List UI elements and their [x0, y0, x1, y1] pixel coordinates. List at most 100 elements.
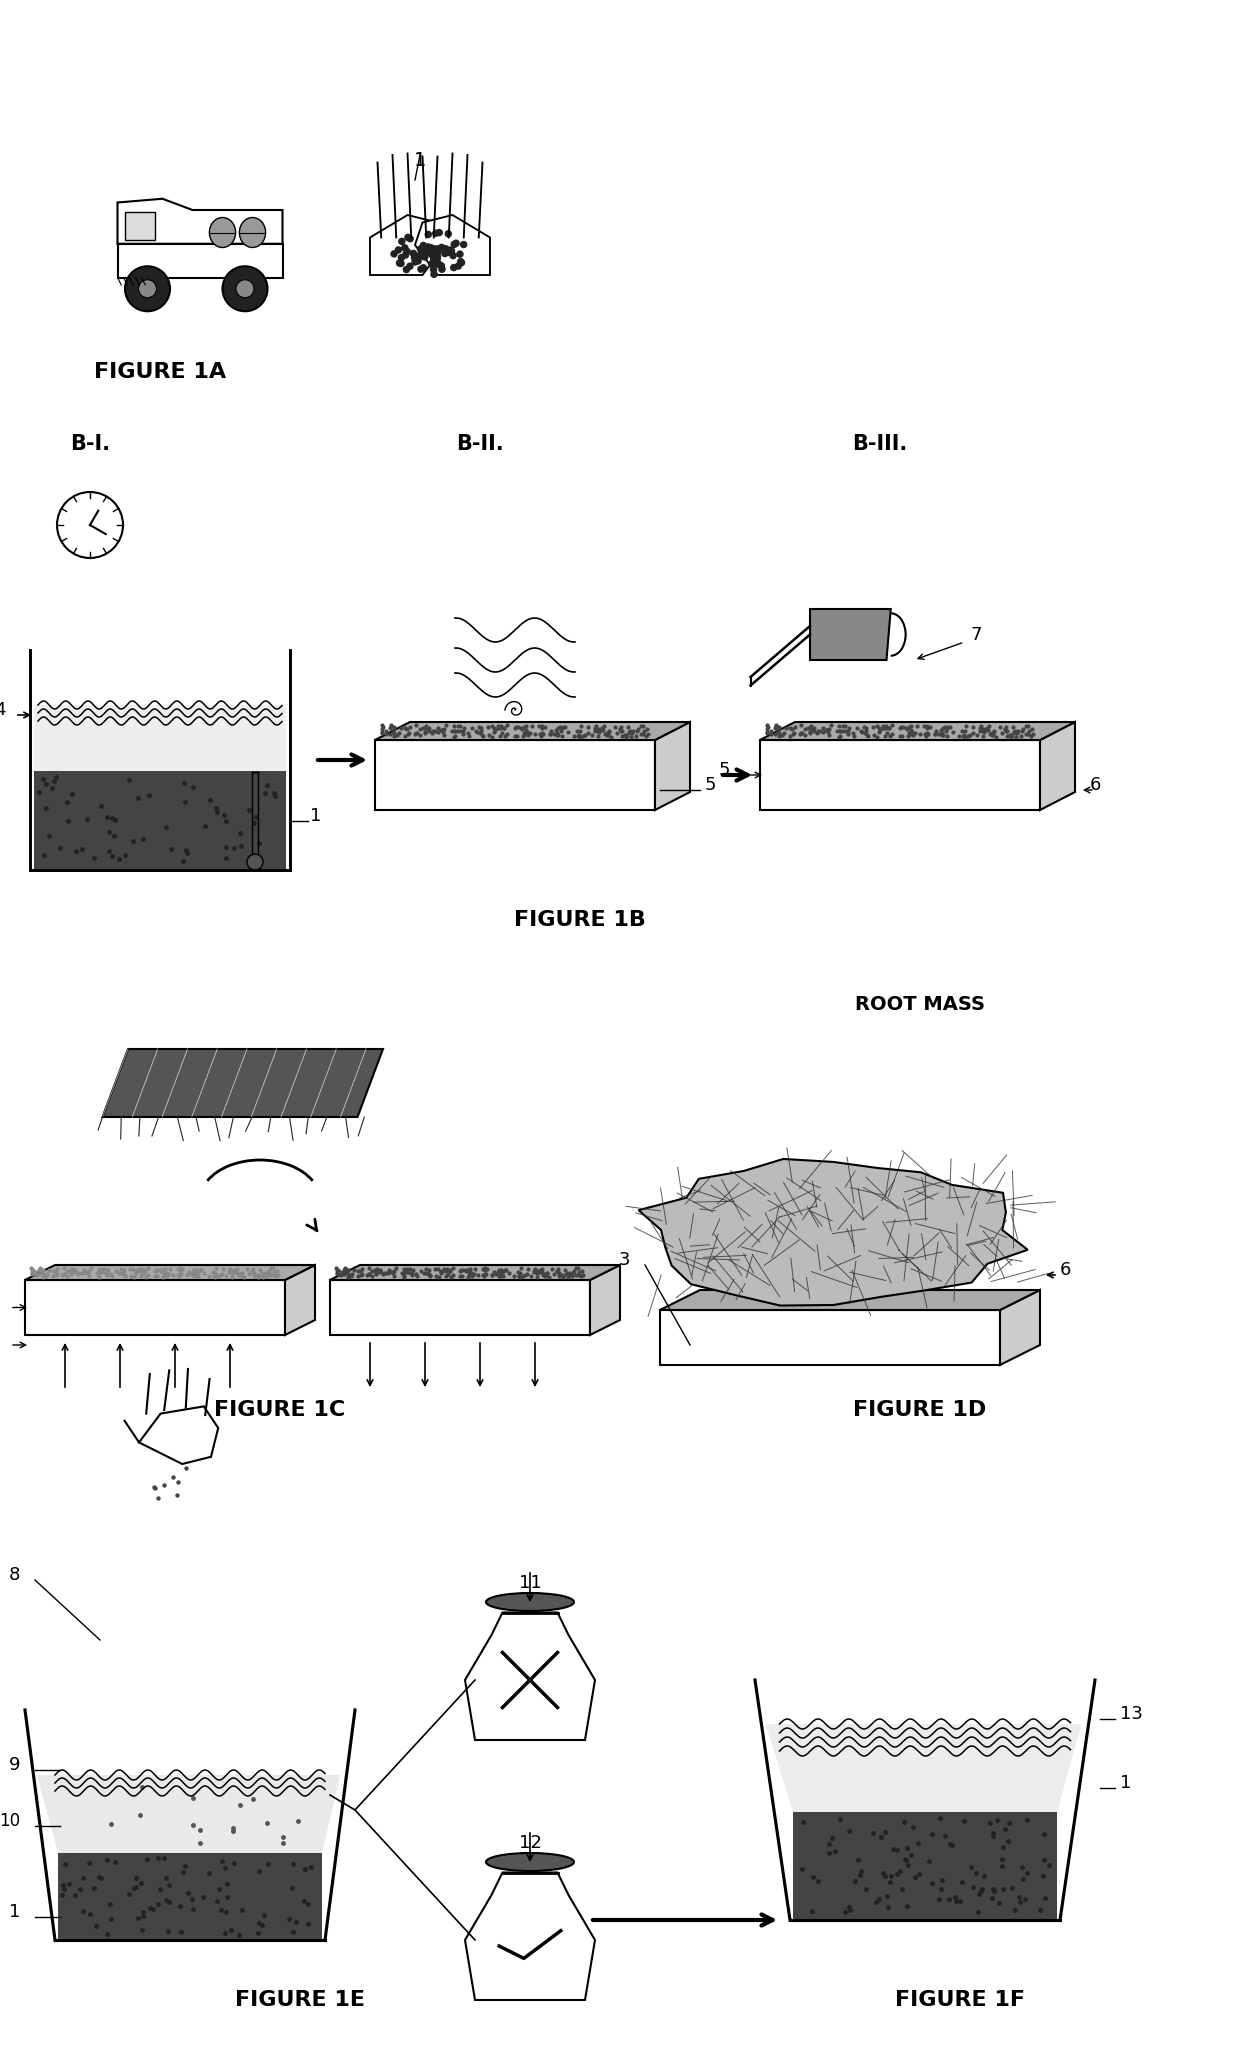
Circle shape	[430, 250, 438, 258]
Circle shape	[438, 262, 445, 270]
Circle shape	[458, 258, 465, 266]
Circle shape	[403, 266, 410, 272]
Circle shape	[402, 252, 409, 258]
Polygon shape	[139, 1406, 218, 1463]
Circle shape	[419, 264, 428, 272]
Polygon shape	[118, 244, 283, 277]
Circle shape	[428, 260, 435, 268]
Polygon shape	[33, 772, 286, 871]
Polygon shape	[660, 1290, 1040, 1311]
Polygon shape	[118, 198, 283, 244]
Text: 11: 11	[518, 1575, 542, 1591]
Circle shape	[432, 229, 439, 237]
Text: 1: 1	[310, 807, 321, 826]
Polygon shape	[285, 1265, 315, 1335]
Circle shape	[404, 233, 412, 241]
Polygon shape	[103, 1049, 383, 1117]
Circle shape	[424, 244, 432, 250]
Circle shape	[222, 266, 268, 312]
Circle shape	[414, 258, 422, 264]
Circle shape	[425, 248, 434, 256]
Circle shape	[57, 491, 123, 557]
Circle shape	[419, 241, 427, 250]
Circle shape	[446, 246, 454, 254]
Polygon shape	[33, 706, 286, 772]
Circle shape	[430, 256, 438, 264]
Circle shape	[434, 256, 441, 262]
Text: FIGURE 1E: FIGURE 1E	[236, 1990, 365, 2010]
Text: 12: 12	[518, 1835, 542, 1851]
Polygon shape	[125, 211, 155, 239]
Circle shape	[428, 250, 435, 258]
Ellipse shape	[486, 1593, 574, 1612]
Circle shape	[425, 248, 433, 256]
Circle shape	[401, 244, 408, 252]
Circle shape	[407, 262, 414, 270]
Circle shape	[438, 244, 445, 252]
Circle shape	[403, 248, 410, 256]
Circle shape	[413, 252, 420, 260]
Text: B-I.: B-I.	[69, 433, 110, 454]
Circle shape	[424, 246, 432, 252]
Circle shape	[435, 260, 443, 268]
Circle shape	[445, 248, 453, 256]
Circle shape	[125, 266, 170, 312]
Circle shape	[433, 250, 440, 258]
Circle shape	[453, 239, 460, 248]
Circle shape	[427, 244, 434, 252]
Circle shape	[441, 246, 449, 252]
Text: 5: 5	[718, 762, 730, 778]
Circle shape	[394, 246, 402, 254]
Circle shape	[444, 229, 453, 237]
Circle shape	[433, 248, 440, 254]
Circle shape	[460, 241, 467, 248]
Text: ROOT MASS: ROOT MASS	[856, 995, 985, 1013]
Ellipse shape	[239, 217, 265, 248]
Text: FIGURE 1D: FIGURE 1D	[853, 1399, 987, 1420]
Circle shape	[417, 246, 424, 252]
Circle shape	[448, 248, 455, 254]
Circle shape	[422, 254, 429, 260]
Polygon shape	[330, 1280, 590, 1335]
Circle shape	[430, 254, 438, 262]
Circle shape	[424, 246, 432, 254]
Circle shape	[430, 246, 438, 252]
Polygon shape	[58, 1853, 322, 1940]
Polygon shape	[765, 1723, 1081, 1812]
Circle shape	[429, 250, 436, 258]
Polygon shape	[660, 1311, 999, 1364]
Circle shape	[396, 260, 403, 266]
Circle shape	[441, 250, 449, 258]
Circle shape	[391, 250, 398, 258]
Circle shape	[397, 260, 404, 266]
Circle shape	[427, 250, 434, 256]
Text: 7: 7	[970, 625, 982, 644]
Circle shape	[434, 254, 441, 260]
Circle shape	[438, 266, 445, 272]
Circle shape	[410, 254, 418, 262]
Circle shape	[430, 266, 438, 272]
Text: 1: 1	[414, 151, 427, 169]
Circle shape	[449, 252, 456, 260]
Polygon shape	[25, 1265, 315, 1280]
Circle shape	[407, 235, 414, 241]
Polygon shape	[1040, 722, 1075, 809]
Circle shape	[450, 264, 458, 270]
Circle shape	[429, 260, 436, 266]
Circle shape	[236, 281, 254, 297]
Circle shape	[435, 229, 443, 237]
Polygon shape	[374, 722, 689, 741]
Polygon shape	[794, 1812, 1056, 1920]
Circle shape	[424, 248, 432, 256]
Polygon shape	[760, 722, 1075, 741]
Circle shape	[433, 248, 440, 256]
Polygon shape	[370, 215, 445, 275]
Circle shape	[425, 248, 433, 254]
Circle shape	[420, 246, 428, 252]
Polygon shape	[374, 741, 655, 809]
Circle shape	[398, 237, 405, 246]
Polygon shape	[999, 1290, 1040, 1364]
Text: 3: 3	[619, 1251, 630, 1269]
Text: B-III.: B-III.	[852, 433, 908, 454]
Polygon shape	[760, 741, 1040, 809]
